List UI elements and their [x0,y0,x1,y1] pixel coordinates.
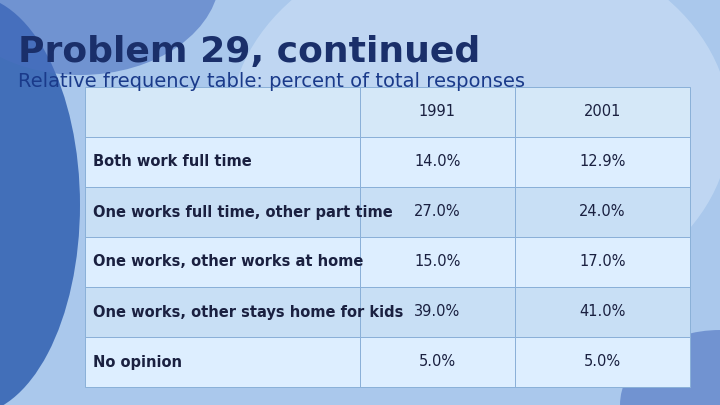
Text: Both work full time: Both work full time [93,154,252,170]
Bar [515,287,690,337]
Bar [85,287,360,337]
Text: 27.0%: 27.0% [414,205,461,220]
Text: One works, other works at home: One works, other works at home [93,254,364,269]
Ellipse shape [0,0,220,75]
Text: 12.9%: 12.9% [579,154,626,170]
Text: 2001: 2001 [584,104,621,119]
Bar [515,187,690,237]
Bar [360,137,515,187]
Text: 41.0%: 41.0% [579,305,626,320]
Text: 17.0%: 17.0% [579,254,626,269]
Text: 14.0%: 14.0% [414,154,461,170]
Text: Problem 29, continued: Problem 29, continued [18,35,480,69]
Text: 5.0%: 5.0% [584,354,621,369]
Bar [360,287,515,337]
Text: 5.0%: 5.0% [419,354,456,369]
Bar [360,337,515,387]
Bar [360,87,515,137]
Text: One works, other stays home for kids: One works, other stays home for kids [93,305,403,320]
Bar [515,337,690,387]
Bar [360,187,515,237]
Text: Relative frequency table: percent of total responses: Relative frequency table: percent of tot… [18,72,525,91]
Text: No opinion: No opinion [93,354,182,369]
Bar [515,137,690,187]
Bar [85,187,360,237]
Ellipse shape [230,0,720,315]
Bar [85,87,360,137]
Ellipse shape [0,0,80,405]
Text: 24.0%: 24.0% [579,205,626,220]
Text: One works full time, other part time: One works full time, other part time [93,205,392,220]
Text: 1991: 1991 [419,104,456,119]
Bar [515,87,690,137]
Text: 39.0%: 39.0% [414,305,461,320]
Bar [85,237,360,287]
Bar [360,237,515,287]
Ellipse shape [620,330,720,405]
Bar [515,237,690,287]
Bar [85,337,360,387]
Bar [85,137,360,187]
Text: 15.0%: 15.0% [414,254,461,269]
